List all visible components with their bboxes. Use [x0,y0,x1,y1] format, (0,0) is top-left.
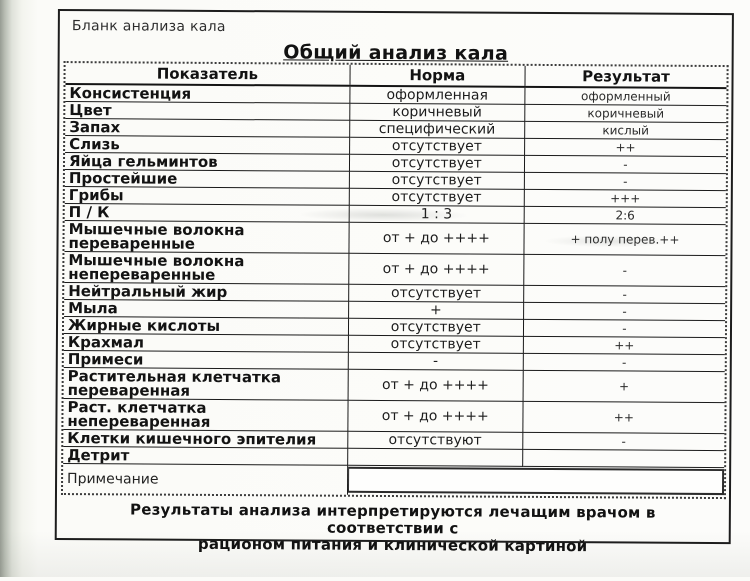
result-cell: +++ [524,189,726,208]
table-row: Раст. клетчатка непереваренная от + до ++… [63,398,725,434]
norm-cell: отсутствует [349,154,525,173]
indicator-cell: Консистенция [65,84,350,104]
norm-cell: 1 : 3 [348,205,525,224]
analysis-table-border: Показатель Норма Результат Консистенция о… [60,61,729,500]
form-name-label: Бланк анализа кала [71,18,226,36]
indicator-cell: Клетки кишечного эпителия [63,429,348,449]
result-cell: - [523,302,726,321]
norm-cell [347,448,523,467]
column-header-norm: Норма [349,64,525,87]
indicator-cell: Мышечные волокна непереваренные [64,251,349,285]
analysis-table: Показатель Норма Результат Консистенция о… [62,63,727,498]
norm-cell: отсутствует [348,318,524,337]
norm-cell: отсутствует [348,335,524,354]
indicator-cell: Слизь [65,135,350,155]
norm-cell: отсутствует [349,137,525,156]
result-cell: 2:6 [524,206,726,225]
indicator-cell: Грибы [64,186,350,206]
result-cell: ++ [523,336,725,355]
norm-cell: оформленная [349,85,525,105]
indicator-cell: Раст. клетчатка непереваренная [63,398,348,432]
indicator-cell: Мыла [64,299,349,319]
result-cell: коричневый [524,104,727,123]
result-cell: + полу перев.++ [523,223,726,256]
norm-cell: отсутствуют [347,431,523,450]
result-cell: - [522,432,725,451]
column-header-indicator: Показатель [65,63,350,86]
table-row: Мышечные волокна переваренные от + до +++… [64,220,726,256]
norm-cell: отсутствует [348,284,524,303]
note-label: Примечание [62,463,348,495]
indicator-cell: Детрит [63,446,348,466]
form-frame: Бланк анализа кала Общий анализ кала Пок… [54,8,734,555]
result-cell: - [523,254,726,287]
footer-disclaimer: Результаты анализа интерпретируются леча… [130,500,656,556]
result-cell: оформленный [524,86,727,106]
indicator-cell: Цвет [65,101,350,121]
indicator-cell: Запах [65,118,350,138]
indicator-cell: Простейшие [64,169,350,189]
result-cell [522,449,725,468]
indicator-cell: Крахмал [63,333,349,353]
note-row: Примечание [62,463,725,498]
norm-cell: + [348,301,524,320]
indicator-cell: Жирные кислоты [63,316,349,336]
norm-cell: специфический [349,120,525,139]
result-cell: ++ [524,138,727,157]
norm-cell: от + до ++++ [348,222,525,255]
indicator-cell: Примеси [63,350,349,370]
norm-cell: от + до ++++ [347,400,523,433]
note-value-cell [347,465,725,498]
table-row: Мышечные волокна непереваренные от + до +… [64,251,726,287]
result-cell: + [522,370,725,403]
indicator-cell: Нейтральный жир [64,282,349,302]
indicator-cell: П / К [64,203,349,223]
result-cell: - [523,285,726,304]
indicator-cell: Мышечные волокна переваренные [64,220,349,254]
table-row: Растительная клетчатка переваренная от + … [63,367,725,403]
result-cell: - [524,172,726,191]
norm-cell: коричневый [349,103,525,122]
result-cell: - [523,319,726,338]
result-cell: ++ [522,401,725,434]
result-cell: - [524,155,727,174]
indicator-cell: Растительная клетчатка переваренная [63,367,348,401]
column-header-result: Результат [524,65,727,89]
norm-cell: отсутствует [349,171,525,190]
norm-cell: - [347,352,524,371]
norm-cell: от + до ++++ [348,253,524,286]
norm-cell: отсутствует [348,188,525,207]
indicator-cell: Яйца гельминтов [64,152,350,172]
result-cell: кислый [524,121,727,140]
result-cell: - [523,353,725,372]
norm-cell: от + до ++++ [347,369,524,402]
note-input-box [347,466,725,496]
